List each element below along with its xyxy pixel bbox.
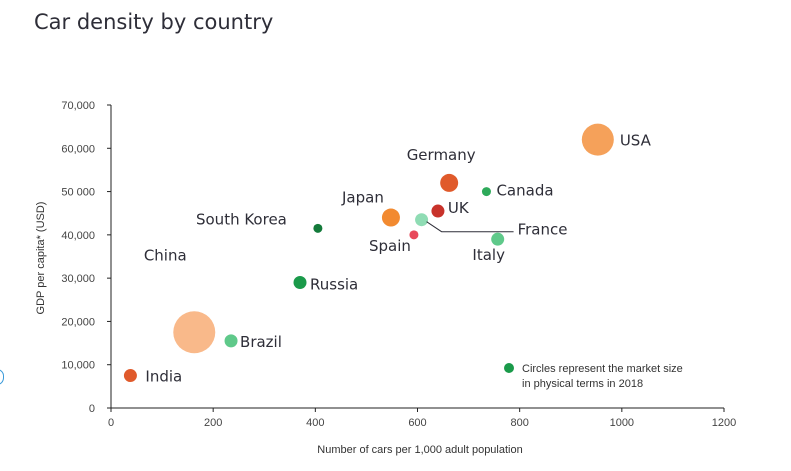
leader-line-france	[426, 221, 514, 233]
point-canada	[481, 187, 491, 197]
chart-title: Car density by country	[34, 10, 274, 34]
data-points	[123, 123, 614, 383]
point-spain	[409, 230, 419, 240]
y-tick-label: 10,000	[61, 360, 95, 372]
y-tick-label: 70,000	[61, 100, 95, 112]
axes	[107, 104, 725, 412]
note-marker	[504, 363, 514, 373]
label-china: China	[144, 246, 187, 264]
x-tick-label: 1200	[712, 417, 736, 429]
x-tick-label: 1000	[610, 417, 634, 429]
point-china	[173, 311, 216, 354]
y-axis-label: GDP per capita* (USD)	[35, 202, 47, 315]
label-canada: Canada	[496, 182, 553, 200]
label-spain: Spain	[369, 237, 411, 255]
tick-labels: 0 200 400 600 800 1000 1200 0 10,000 20,000 30,000…	[61, 100, 736, 429]
note-text-line: Circles represent the market size	[522, 363, 683, 375]
point-italy	[491, 232, 505, 246]
label-uk: UK	[448, 199, 470, 217]
x-axis-label: Number of cars per 1,000 adult populatio…	[317, 444, 522, 456]
y-tick-label: 0	[89, 403, 95, 415]
x-tick-label: 400	[306, 417, 324, 429]
point-russia	[293, 275, 307, 289]
label-germany: Germany	[407, 146, 476, 164]
point-usa	[581, 123, 614, 156]
point-south-korea	[313, 223, 323, 233]
point-germany	[440, 173, 459, 192]
label-usa: USA	[620, 132, 652, 150]
point-japan	[381, 208, 400, 227]
x-tick-label: 600	[408, 417, 426, 429]
y-tick-label: 30,000	[61, 273, 95, 285]
x-tick-label: 800	[510, 417, 528, 429]
point-labels: India China Brazil Russia South Korea Japan Sp…	[144, 132, 652, 386]
y-tick-label: 50 000	[61, 187, 95, 199]
label-france: France	[518, 221, 568, 239]
point-india	[123, 369, 137, 383]
y-tick-label: 40,000	[61, 230, 95, 242]
label-italy: Italy	[472, 246, 505, 264]
label-south-korea: South Korea	[196, 210, 287, 228]
label-india: India	[145, 368, 182, 386]
x-tick-label: 0	[108, 417, 114, 429]
label-russia: Russia	[310, 275, 358, 293]
point-france	[415, 213, 429, 227]
label-brazil: Brazil	[240, 333, 282, 351]
point-uk	[431, 204, 445, 218]
y-tick-label: 20,000	[61, 316, 95, 328]
y-tick-label: 60,000	[61, 143, 95, 155]
x-tick-label: 200	[204, 417, 222, 429]
legend-note: Circles represent the market size in phys…	[504, 363, 683, 390]
note-text-line: in physical terms in 2018	[522, 378, 643, 390]
label-japan: Japan	[341, 189, 384, 207]
point-brazil	[224, 334, 238, 348]
